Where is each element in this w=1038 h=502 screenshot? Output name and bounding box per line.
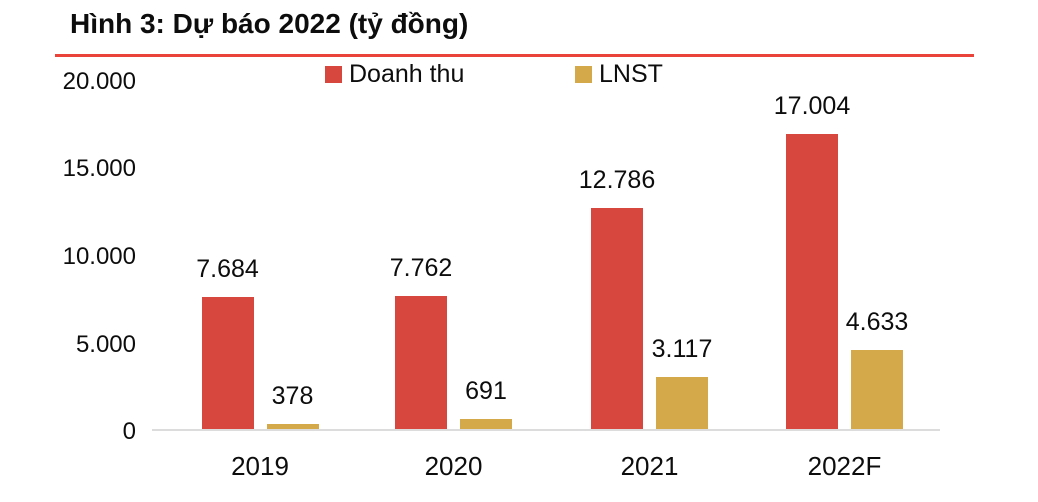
bar-doanh-thu-2022f bbox=[786, 134, 838, 431]
legend-label-doanh-thu: Doanh thu bbox=[349, 60, 465, 88]
bar-value-label-doanh-thu-2020: 7.762 bbox=[389, 253, 453, 282]
bar-value-label-lnst-2021: 3.117 bbox=[651, 334, 713, 363]
title-divider-line bbox=[55, 54, 974, 57]
bar-lnst-2021 bbox=[656, 376, 708, 431]
bar-value-label-doanh-thu-2022f: 17.004 bbox=[773, 92, 851, 121]
bar-value-label-doanh-thu-2021: 12.786 bbox=[578, 165, 656, 194]
bar-lnst-2020 bbox=[460, 418, 512, 431]
x-axis-label-2022f: 2022F bbox=[807, 451, 882, 481]
bar-value-label-lnst-2020: 691 bbox=[465, 376, 507, 405]
bar-value-label-lnst-2019: 378 bbox=[271, 382, 314, 411]
x-axis-label-2019: 2019 bbox=[231, 451, 289, 481]
bar-doanh-thu-2021 bbox=[591, 207, 643, 431]
legend-label-lnst: LNST bbox=[599, 60, 663, 88]
y-axis-tick-label: 5.000 bbox=[75, 331, 136, 358]
y-axis-tick-label: 0 bbox=[122, 418, 136, 445]
legend-swatch-doanh-thu-icon bbox=[325, 65, 342, 83]
bar-value-label-doanh-thu-2019: 7.684 bbox=[196, 254, 259, 283]
x-axis-label-2021: 2021 bbox=[620, 451, 679, 481]
bar-doanh-thu-2019 bbox=[201, 296, 254, 431]
x-axis-baseline bbox=[152, 429, 940, 431]
bar-lnst-2019 bbox=[266, 424, 319, 431]
bar-doanh-thu-2020 bbox=[395, 295, 447, 431]
page-title: Hình 3: Dự báo 2022 (tỷ đồng) bbox=[70, 8, 469, 39]
legend-item-lnst: LNST bbox=[575, 61, 663, 87]
y-axis-tick-label: 15.000 bbox=[62, 155, 136, 182]
legend-swatch-lnst-icon bbox=[575, 65, 592, 83]
bar-value-label-lnst-2022f: 4.633 bbox=[845, 308, 909, 337]
x-axis-label-2020: 2020 bbox=[424, 451, 483, 481]
y-axis-tick-label: 20.000 bbox=[62, 68, 136, 95]
legend-item-doanh-thu: Doanh thu bbox=[325, 61, 464, 87]
y-axis-tick-label: 10.000 bbox=[62, 243, 136, 270]
bar-lnst-2022f bbox=[851, 350, 903, 431]
